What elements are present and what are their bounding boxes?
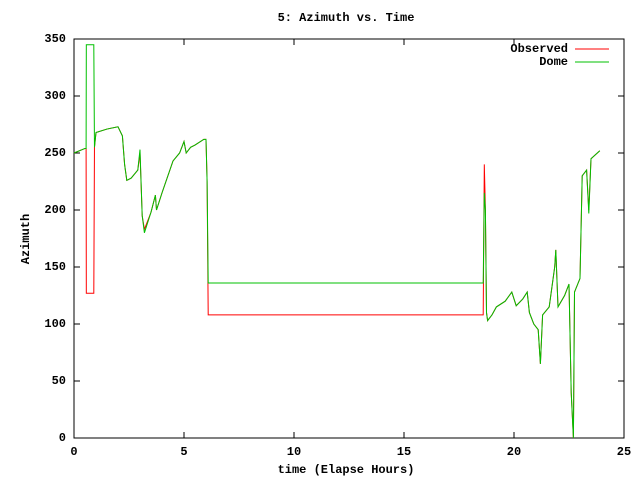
legend-label: Observed — [510, 42, 568, 56]
y-tick-label: 150 — [44, 260, 66, 274]
plot-border — [73, 38, 625, 439]
y-tick-label: 350 — [44, 32, 66, 46]
y-tick-label: 100 — [44, 317, 66, 331]
x-tick-label: 10 — [287, 445, 301, 459]
x-tick-label: 25 — [617, 445, 631, 459]
x-tick-label: 5 — [180, 445, 187, 459]
x-axis-label: time (Elapse Hours) — [278, 463, 415, 477]
y-tick-label: 50 — [52, 374, 66, 388]
y-tick-label: 300 — [44, 89, 66, 103]
x-tick-label: 15 — [397, 445, 411, 459]
x-tick-label: 20 — [507, 445, 521, 459]
y-tick-label: 0 — [59, 431, 66, 445]
y-tick-label: 200 — [44, 203, 66, 217]
y-tick-label: 250 — [44, 146, 66, 160]
legend-label: Dome — [539, 55, 568, 69]
data-line — [73, 44, 601, 439]
chart-title: 5: Azimuth vs. Time — [278, 11, 415, 25]
x-tick-label: 0 — [70, 445, 77, 459]
y-axis-label: Azimuth — [19, 214, 33, 264]
